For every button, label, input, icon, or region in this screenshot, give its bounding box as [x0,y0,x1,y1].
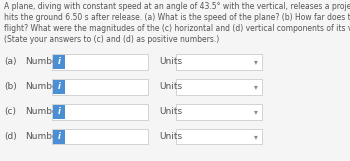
Text: ▾: ▾ [253,57,258,66]
Text: i: i [58,132,61,141]
FancyBboxPatch shape [52,54,148,70]
FancyBboxPatch shape [176,54,262,70]
FancyBboxPatch shape [52,79,148,95]
FancyBboxPatch shape [53,130,65,144]
FancyBboxPatch shape [52,129,148,145]
Text: hits the ground 6.50 s after release. (a) What is the speed of the plane? (b) Ho: hits the ground 6.50 s after release. (a… [4,13,350,22]
Text: (b): (b) [4,82,17,91]
Text: Units: Units [159,107,182,116]
FancyBboxPatch shape [176,129,262,145]
FancyBboxPatch shape [53,55,65,69]
Text: Number: Number [25,107,62,116]
Text: Units: Units [159,132,182,141]
Text: (c): (c) [4,107,16,116]
FancyBboxPatch shape [53,105,65,119]
Text: Units: Units [159,82,182,91]
FancyBboxPatch shape [53,80,65,94]
FancyBboxPatch shape [176,104,262,119]
FancyBboxPatch shape [52,104,148,119]
Text: ▾: ▾ [253,107,258,116]
Text: i: i [58,107,61,116]
Text: A plane, diving with constant speed at an angle of 43.5° with the vertical, rele: A plane, diving with constant speed at a… [4,2,350,11]
Text: Number: Number [25,57,62,66]
FancyBboxPatch shape [176,79,262,95]
Text: flight? What were the magnitudes of the (c) horizontal and (d) vertical componen: flight? What were the magnitudes of the … [4,24,350,33]
Text: ▾: ▾ [253,132,258,141]
Text: i: i [58,82,61,91]
Text: Units: Units [159,57,182,66]
Text: i: i [58,57,61,66]
Text: Number: Number [25,132,62,141]
Text: (State your answers to (c) and (d) as positive numbers.): (State your answers to (c) and (d) as po… [4,35,219,44]
Text: ▾: ▾ [253,82,258,91]
Text: Number: Number [25,82,62,91]
Text: (d): (d) [4,132,17,141]
Text: (a): (a) [4,57,17,66]
